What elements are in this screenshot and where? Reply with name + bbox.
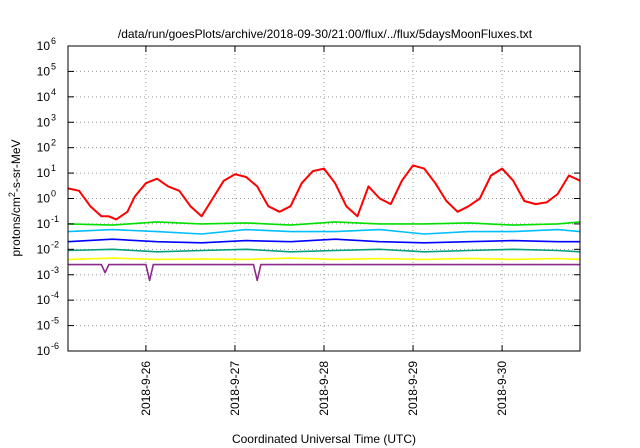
y-tick-label: 102 [37, 138, 56, 155]
y-tick-label: 103 [37, 112, 56, 129]
series-line-4 [67, 238, 580, 244]
x-tick-label: 2018-9-30 [495, 361, 509, 416]
y-tick-label: 10-1 [37, 214, 59, 231]
x-axis-ticks: 2018-9-26 2018-9-27 2018-9-28 2018-9-29 2018… [139, 46, 509, 416]
series-line-3 [67, 228, 581, 235]
y-tick-label: 106 [37, 36, 56, 53]
x-axis-label: Coordinated Universal Time (UTC) [232, 432, 416, 446]
y-tick-label: 101 [37, 163, 56, 180]
x-tick-label: 2018-9-29 [406, 361, 420, 416]
x-tick-label: 2018-9-27 [228, 361, 242, 416]
y-axis-label: protons/cm2-s-sr-MeV [7, 139, 23, 256]
y-tick-label: 100 [37, 189, 56, 206]
chart-title: /data/run/goesPlots/archive/2018-09-30/2… [118, 27, 533, 41]
series-line-7 [68, 263, 580, 282]
y-tick-label: 10-3 [37, 265, 59, 282]
x-tick-label: 2018-9-28 [317, 361, 331, 416]
series-line-5 [67, 248, 581, 253]
x-tick-label: 2018-9-26 [139, 361, 153, 416]
y-tick-label: 104 [37, 87, 56, 104]
y-tick-label: 105 [37, 61, 56, 78]
y-tick-label: 10-4 [37, 290, 59, 307]
y-tick-label: 10-2 [37, 239, 59, 256]
y-tick-label: 10-6 [37, 341, 59, 358]
series-line-6 [67, 257, 581, 261]
y-axis-ticks: 10-6 10-5 10-4 10-3 10-2 10-1 100 101 102 103 104 1… [37, 36, 580, 358]
series-group [67, 164, 581, 282]
series-line-2 [67, 221, 581, 226]
y-tick-label: 10-5 [37, 316, 59, 333]
series-line-1 [67, 164, 581, 221]
grid-lines [68, 46, 580, 351]
